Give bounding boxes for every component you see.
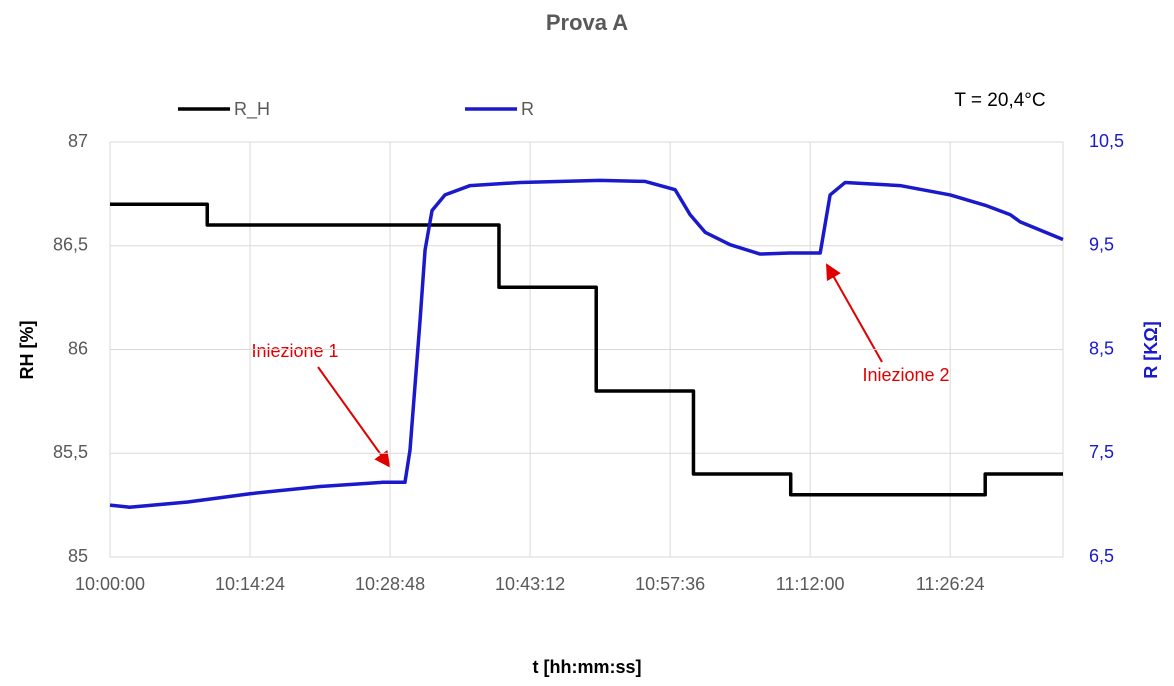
y-tick-label: 86 [68,338,88,358]
y2-tick-label: 7,5 [1089,442,1114,462]
y2-axis-label: R [KΩ] [1141,321,1161,378]
y-tick-label: 86,5 [53,235,88,255]
y-tick-label: 85 [68,546,88,566]
x-axis-label: t [hh:mm:ss] [533,657,642,677]
annotation: Iniezione 2 [862,365,949,385]
y2-tick-label: 6,5 [1089,546,1114,566]
chart-title: Prova A [546,10,628,35]
x-tick-label: 10:57:36 [635,574,705,594]
x-tick-label: 10:00:00 [75,574,145,594]
series-line [110,202,1063,497]
temperature-note: T = 20,4°C [954,90,1045,111]
x-tick-label: 11:12:00 [776,574,845,594]
y2-tick-label: 10,5 [1089,131,1124,151]
x-tick-label: 10:43:12 [495,574,565,594]
x-tick-label: 11:26:24 [916,574,985,594]
annotation: Iniezione 1 [251,341,338,361]
x-tick-label: 10:28:48 [355,574,425,594]
annotation-arrow [826,263,883,363]
annotation-arrow [317,366,391,468]
legend-label: R_H [234,99,270,120]
y-tick-label: 85,5 [53,442,88,462]
y-tick-label: 87 [68,131,88,151]
x-tick-label: 10:14:24 [215,574,285,594]
legend-label: R [521,99,534,119]
y2-tick-label: 8,5 [1089,338,1114,358]
series-line [109,178,1064,509]
y2-tick-label: 9,5 [1089,235,1114,255]
y-axis-label: RH [%] [17,321,37,380]
